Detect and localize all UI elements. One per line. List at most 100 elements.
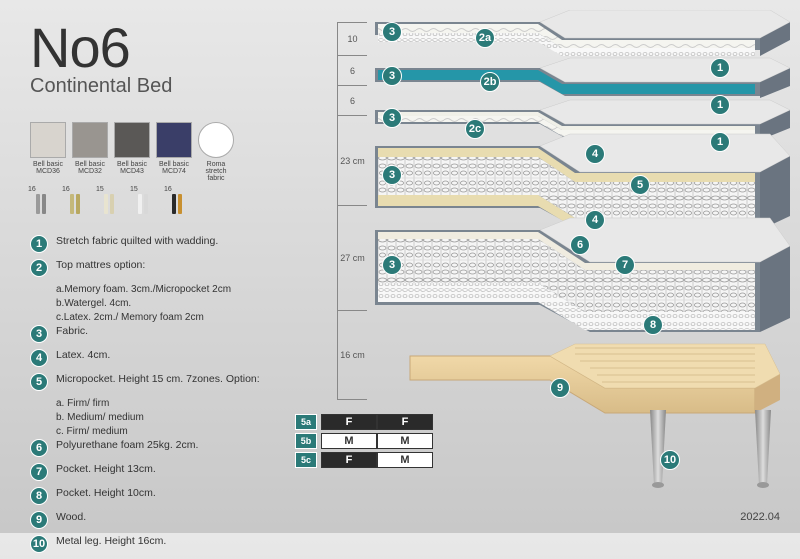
leg-swatch: 16 — [64, 188, 92, 218]
leg-dim: 16 — [28, 186, 36, 193]
swatch-code: stretch fabric — [198, 168, 234, 182]
swatch-code: MCD36 — [30, 168, 66, 175]
fabric-swatch: Bell basic MCD32 — [72, 122, 108, 182]
legend-subitem: b. Medium/ medium — [56, 411, 310, 424]
fabric-swatch: Bell basic MCD74 — [156, 122, 192, 182]
legend-item: 2 Top mattres option: — [30, 259, 310, 277]
legend-number: 2 — [30, 259, 48, 277]
leg-swatch: 15 — [132, 188, 160, 218]
legend-text: Fabric. — [56, 325, 88, 339]
legend-item: 1 Stretch fabric quilted with wadding. — [30, 235, 310, 253]
legend-number: 6 — [30, 439, 48, 457]
legend-item: 3 Fabric. — [30, 325, 310, 343]
leg-dim: 16 — [62, 186, 70, 193]
layer-badge: 10 — [660, 450, 680, 470]
layer-badge: 5 — [630, 175, 650, 195]
legend-number: 5 — [30, 373, 48, 391]
layer-badge: 3 — [382, 165, 402, 185]
layer-badge: 2b — [480, 72, 500, 92]
legend-subitem: b.Watergel. 4cm. — [56, 297, 310, 310]
layer-badge: 4 — [585, 144, 605, 164]
legend-item: 6 Polyurethane foam 25kg. 2cm. — [30, 439, 310, 457]
swatch-name: Roma — [198, 161, 234, 168]
fabric-swatch: Bell basic MCD36 — [30, 122, 66, 182]
legend-item: 9 Wood. — [30, 511, 310, 529]
swatch-code: MCD74 — [156, 168, 192, 175]
leg-visual — [138, 188, 160, 214]
legend-subtext: a. Firm/ firm — [56, 397, 109, 410]
swatch-name: Bell basic — [114, 161, 150, 168]
swatch-color — [30, 122, 66, 158]
layer-badge: 2c — [465, 119, 485, 139]
legend-number: 1 — [30, 235, 48, 253]
legend-number: 10 — [30, 535, 48, 553]
swatch-name: Bell basic — [156, 161, 192, 168]
leg-swatch: 15 — [98, 188, 126, 218]
swatch-code: MCD43 — [114, 168, 150, 175]
leg-dim: 15 — [130, 186, 138, 193]
product-title: No6 — [30, 15, 172, 80]
swatch-name: Bell basic — [72, 161, 108, 168]
legend-subtext: a.Memory foam. 3cm./Micropocket 2cm — [56, 283, 231, 296]
legend-subitem: a.Memory foam. 3cm./Micropocket 2cm — [56, 283, 310, 296]
firmness-label: 5c — [295, 452, 317, 468]
layer-badge: 8 — [643, 315, 663, 335]
layer-badge: 3 — [382, 22, 402, 42]
date-label: 2022.04 — [740, 511, 780, 523]
layer-badge: 1 — [710, 132, 730, 152]
swatch-code: MCD32 — [72, 168, 108, 175]
layer-badge: 3 — [382, 66, 402, 86]
leg-swatches: 16 16 15 15 16 — [30, 188, 194, 218]
legend-text: Polyurethane foam 25kg. 2cm. — [56, 439, 198, 453]
legend-text: Micropocket. Height 15 cm. 7zones. Optio… — [56, 373, 260, 387]
legend-number: 9 — [30, 511, 48, 529]
firmness-label: 5b — [295, 433, 317, 449]
legend-list: 1 Stretch fabric quilted with wadding. 2 … — [30, 235, 310, 559]
legend-number: 8 — [30, 487, 48, 505]
leg-visual — [36, 188, 58, 214]
title-block: No6 Continental Bed — [30, 15, 172, 98]
swatch-color — [156, 122, 192, 158]
legend-subitem: c. Firm/ medium — [56, 425, 310, 438]
legend-subtext: b.Watergel. 4cm. — [56, 297, 131, 310]
legend-subtext: c.Latex. 2cm./ Memory foam 2cm — [56, 311, 204, 324]
legend-number: 3 — [30, 325, 48, 343]
leg-swatch: 16 — [30, 188, 58, 218]
legend-item: 7 Pocket. Height 13cm. — [30, 463, 310, 481]
layer-badge: 3 — [382, 255, 402, 275]
swatch-color — [198, 122, 234, 158]
legend-text: Stretch fabric quilted with wadding. — [56, 235, 218, 249]
legend-number: 4 — [30, 349, 48, 367]
layer-badge: 1 — [710, 95, 730, 115]
legend-text: Pocket. Height 13cm. — [56, 463, 156, 477]
swatch-color — [72, 122, 108, 158]
fabric-swatch: Roma stretch fabric — [198, 122, 234, 182]
legend-subtext: b. Medium/ medium — [56, 411, 144, 424]
legend-subtext: c. Firm/ medium — [56, 425, 128, 438]
legend-text: Latex. 4cm. — [56, 349, 110, 363]
firmness-label: 5a — [295, 414, 317, 430]
leg-visual — [104, 188, 126, 214]
layer-badge: 9 — [550, 378, 570, 398]
legend-subitem: c.Latex. 2cm./ Memory foam 2cm — [56, 311, 310, 324]
legend-item: 4 Latex. 4cm. — [30, 349, 310, 367]
legend-subitem: a. Firm/ firm — [56, 397, 310, 410]
legend-item: 5 Micropocket. Height 15 cm. 7zones. Opt… — [30, 373, 310, 391]
layer-badge: 4 — [585, 210, 605, 230]
legend-text: Top mattres option: — [56, 259, 145, 273]
bed-cutaway-svg — [360, 10, 790, 500]
legend-text: Metal leg. Height 16cm. — [56, 535, 166, 549]
leg-dim: 15 — [96, 186, 104, 193]
legend-text: Pocket. Height 10cm. — [56, 487, 156, 501]
layer-badge: 2a — [475, 28, 495, 48]
leg-visual — [70, 188, 92, 214]
leg-dim: 16 — [164, 186, 172, 193]
leg-visual — [172, 188, 194, 214]
layer-badge: 7 — [615, 255, 635, 275]
fabric-swatches: Bell basic MCD36 Bell basic MCD32 Bell b… — [30, 122, 234, 182]
swatch-name: Bell basic — [30, 161, 66, 168]
legend-item: 8 Pocket. Height 10cm. — [30, 487, 310, 505]
layer-badge: 3 — [382, 108, 402, 128]
legend-number: 7 — [30, 463, 48, 481]
layer-badge: 6 — [570, 235, 590, 255]
